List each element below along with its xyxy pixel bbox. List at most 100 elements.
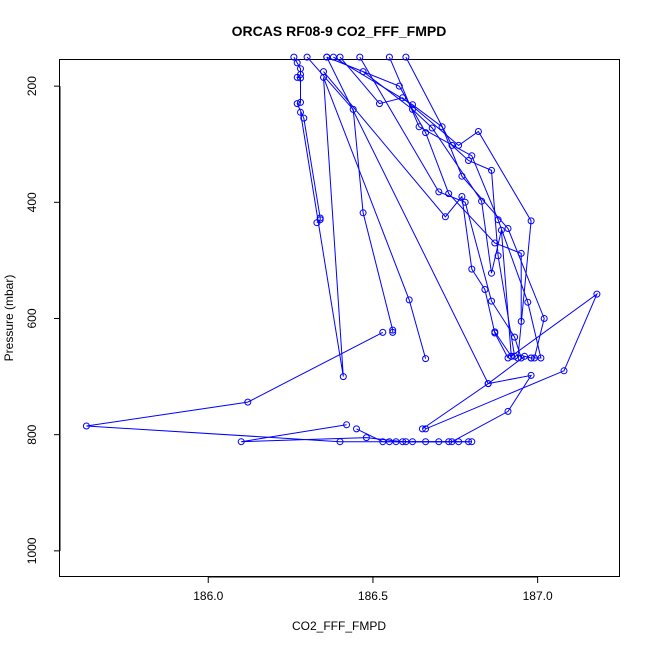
data-point [297, 108, 304, 116]
data-point [507, 352, 515, 360]
data-point [339, 373, 347, 381]
data-point [560, 367, 568, 375]
data-point [458, 193, 466, 200]
data-point [323, 53, 331, 61]
data-point [468, 265, 476, 273]
data-point [293, 73, 301, 81]
data-point [445, 438, 453, 446]
data-point [465, 157, 472, 164]
data-point [448, 141, 456, 149]
data-point [359, 209, 367, 217]
y-axis: 200 400 600 800 1000 [25, 76, 61, 564]
data-point [402, 53, 410, 61]
data-point [488, 297, 495, 305]
data-point [362, 434, 370, 442]
data-point [349, 105, 357, 113]
data-point [293, 100, 301, 108]
x-axis: 186.0 186.5 187.0 [193, 576, 553, 603]
data-point [409, 105, 416, 113]
data-point [461, 198, 469, 206]
data-point [409, 101, 416, 109]
data-point [329, 53, 337, 61]
data-point [297, 74, 304, 82]
data-point [300, 114, 308, 122]
series-line-12 [359, 56, 522, 359]
data-point [524, 298, 532, 306]
series-line-5 [241, 424, 469, 443]
data-point [494, 252, 502, 260]
data-point [537, 354, 545, 362]
data-point [343, 421, 351, 429]
data-point [297, 98, 304, 106]
data-point [484, 380, 492, 388]
y-axis-label: Pressure (mbar) [2, 275, 16, 362]
series-line-4 [86, 331, 472, 443]
data-point [389, 328, 397, 336]
data-point [455, 438, 463, 446]
series-line-14 [405, 56, 516, 357]
series-line-15 [362, 71, 512, 357]
data-point [356, 53, 364, 61]
data-point [540, 315, 548, 322]
y-tick-label: 1000 [25, 537, 39, 564]
chart-title: ORCAS RF08-9 CO2_FFF_FMPD [232, 23, 447, 39]
y-tick-label: 400 [25, 192, 39, 212]
data-point [445, 190, 453, 198]
data-point [379, 328, 387, 336]
data-point [422, 355, 430, 363]
data-point [395, 82, 403, 90]
data-point [448, 438, 456, 446]
data-point [504, 354, 512, 362]
data-point [435, 188, 443, 196]
data-point [399, 94, 407, 102]
x-tick-label: 187.0 [523, 589, 553, 603]
data-point [405, 296, 413, 304]
data-point [293, 59, 301, 67]
data-point [514, 354, 522, 362]
data-point [511, 352, 519, 360]
series-line-7 [422, 374, 533, 443]
series-line-13 [323, 71, 509, 359]
data-point [593, 290, 601, 298]
data-point [438, 123, 446, 131]
data-point [455, 141, 463, 149]
data-point [488, 166, 495, 174]
data-point [359, 68, 367, 76]
data-point [353, 425, 360, 433]
data-point [481, 286, 489, 293]
data-point [468, 152, 476, 160]
data-point [290, 53, 298, 61]
data-point [303, 53, 311, 61]
data-point [435, 438, 443, 446]
data-point [244, 398, 252, 406]
data-point [468, 438, 476, 446]
y-tick-label: 800 [25, 424, 39, 444]
data-point [379, 438, 387, 446]
data-point [497, 226, 505, 234]
x-tick-label: 186.5 [358, 589, 388, 603]
x-tick-label: 186.0 [193, 589, 223, 603]
series-line-3 [306, 56, 394, 333]
series-line-10 [333, 56, 545, 359]
data-point [415, 123, 423, 131]
data-point [511, 333, 519, 341]
data-point [458, 172, 466, 180]
data-point [237, 438, 245, 446]
data-point [488, 269, 495, 277]
data-point [527, 217, 535, 225]
data-point [399, 438, 407, 446]
data-point [491, 329, 499, 337]
data-point [389, 326, 397, 334]
plot-points [82, 53, 601, 446]
data-point [491, 239, 499, 247]
series-line-16 [326, 56, 522, 322]
data-point [336, 53, 344, 61]
data-point [392, 438, 400, 446]
data-point [402, 438, 410, 446]
data-point [418, 425, 426, 433]
data-point [422, 129, 430, 137]
data-point [376, 100, 383, 108]
data-point [385, 53, 393, 61]
series-line-1 [293, 56, 321, 224]
